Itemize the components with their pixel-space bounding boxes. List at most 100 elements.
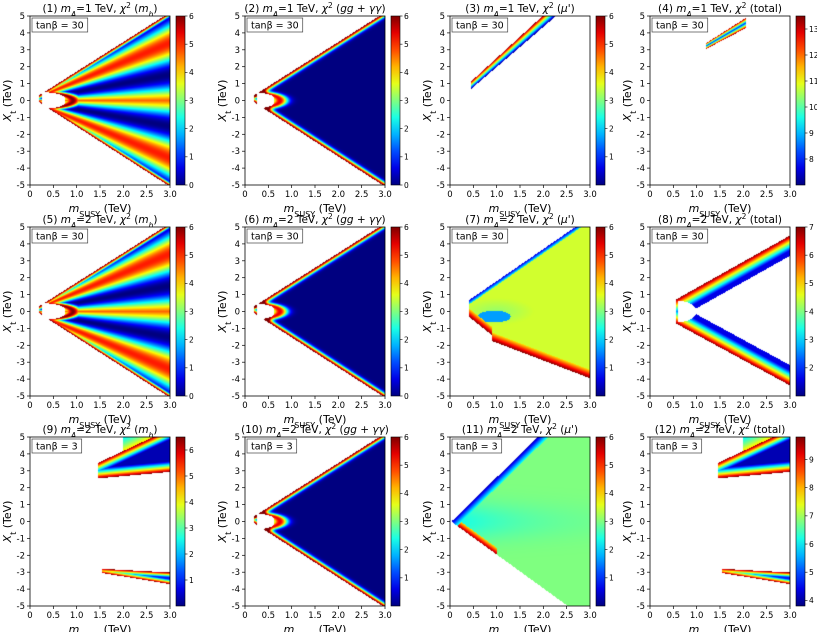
x-tick-label: 0.5 [667, 401, 681, 411]
x-tick-label: 2.0 [332, 190, 346, 200]
y-tick-label: 2 [640, 484, 645, 494]
x-tick-label: 0.5 [47, 190, 61, 200]
colorbar-tick-label: 2 [189, 550, 194, 559]
tanbeta-label: tanβ = 30 [251, 232, 299, 243]
y-tick-label: -4 [637, 375, 645, 385]
y-tick-label: -3 [637, 568, 645, 578]
x-tick-label: 1.5 [308, 401, 322, 411]
heatmap-image [245, 437, 385, 606]
x-tick-label: 0 [242, 611, 247, 621]
x-tick-label: 0.5 [467, 190, 481, 200]
panel-10: (10) mA=2 TeV, χ2 (gg + γγ) 0 0.5 1.0 1.5 2.0… [216, 422, 409, 632]
x-tick-label: 3.0 [583, 401, 597, 411]
x-tick-label: 2.5 [355, 190, 369, 200]
colorbar [390, 436, 401, 607]
y-axis-label: Xt (TeV) [216, 501, 233, 544]
colorbar-tick-label: 3 [809, 335, 814, 344]
y-tick-label: -2 [637, 130, 645, 140]
y-tick-label: -2 [17, 551, 25, 561]
y-axis-label: Xt (TeV) [1, 291, 18, 334]
y-tick-label: 0 [440, 308, 445, 318]
x-tick-label: 2.0 [737, 190, 751, 200]
tanbeta-box [246, 17, 304, 33]
tanbeta-box [651, 228, 709, 244]
y-tick-label: 2 [20, 484, 25, 494]
y-tick-label: 2 [640, 63, 645, 73]
y-tick-label: 2 [235, 274, 240, 284]
y-tick-label: -3 [232, 147, 240, 157]
panel-9: (9) mA=2 TeV, χ2 (mh) 0 0.5 1.0 1.5 2.0 2.5 3.0… [1, 422, 194, 632]
y-tick-label: 1 [640, 501, 645, 511]
x-tick-label: 2.0 [537, 611, 551, 621]
colorbar [595, 436, 606, 607]
colorbar-tick-label: 3 [404, 307, 409, 316]
tanbeta-box [31, 17, 89, 33]
heatmap-image [245, 227, 385, 396]
tanbeta-label: tanβ = 30 [36, 21, 84, 32]
tanbeta-box [31, 438, 83, 454]
tanbeta-label: tanβ = 30 [456, 21, 504, 32]
colorbar-tick-label: 2 [189, 124, 194, 133]
x-tick-label: 0 [27, 611, 32, 621]
panel-title: (3) mA=1 TeV, χ2 (μ') [465, 1, 574, 19]
y-tick-label: -1 [232, 324, 240, 334]
y-tick-label: -5 [637, 602, 645, 612]
colorbar-tick-label: 3 [189, 524, 194, 533]
colorbar [175, 15, 186, 186]
y-tick-label: 4 [20, 29, 25, 39]
colorbar-tick-label: 4 [189, 279, 194, 288]
colorbar-tick-label: 5 [609, 40, 614, 49]
colorbar-tick-label: 3 [189, 96, 194, 105]
x-axis-label: mSUSY (TeV) [69, 623, 132, 632]
y-tick-label: -3 [232, 568, 240, 578]
heatmap-image [650, 437, 790, 606]
colorbar-tick-label: 1 [189, 576, 194, 585]
y-tick-label: -2 [437, 130, 445, 140]
panel-title: (1) mA=1 TeV, χ2 (mh) [43, 1, 158, 19]
y-tick-label: 4 [440, 29, 445, 39]
x-axis-label: mSUSY (TeV) [69, 413, 132, 430]
heatmap-image [30, 16, 170, 185]
y-tick-label: -4 [637, 585, 645, 595]
colorbar [175, 436, 186, 607]
y-tick-label: 3 [440, 467, 445, 477]
y-tick-label: 5 [640, 12, 645, 22]
y-tick-label: -5 [437, 602, 445, 612]
x-axis-label: mSUSY (TeV) [489, 413, 552, 430]
x-tick-label: 0 [647, 611, 652, 621]
tanbeta-box [451, 228, 509, 244]
y-tick-label: 1 [20, 80, 25, 90]
x-tick-label: 0 [27, 190, 32, 200]
x-tick-label: 0.5 [262, 611, 276, 621]
colorbar-tick-label: 2 [404, 335, 409, 344]
tanbeta-box [451, 438, 503, 454]
x-tick-label: 2.5 [760, 190, 774, 200]
colorbar-tick-label: 3 [404, 517, 409, 526]
colorbar-tick-label: 2 [609, 124, 614, 133]
y-tick-label: -5 [637, 392, 645, 402]
y-tick-label: -3 [437, 568, 445, 578]
y-tick-label: -3 [232, 358, 240, 368]
heatmap-image [650, 16, 790, 185]
y-tick-label: -2 [232, 551, 240, 561]
y-tick-label: -3 [437, 358, 445, 368]
y-tick-label: 0 [235, 97, 240, 107]
y-tick-label: 0 [640, 97, 645, 107]
panel-2: (2) mA=1 TeV, χ2 (gg + γγ) 0 0.5 1.0 1.5 2.0 2… [216, 1, 409, 219]
panel-3: (3) mA=1 TeV, χ2 (μ') 0 0.5 1.0 1.5 2.0 2.5 3.0… [421, 1, 614, 219]
y-tick-label: -4 [637, 164, 645, 174]
x-tick-label: 1.5 [513, 190, 527, 200]
heatmap-image [30, 437, 170, 606]
colorbar-tick-label: 8 [809, 155, 814, 164]
colorbar-tick-label: 6 [189, 12, 194, 21]
y-tick-label: -5 [17, 392, 25, 402]
colorbar-tick-label: 5 [189, 40, 194, 49]
y-tick-label: -5 [17, 602, 25, 612]
y-tick-label: 3 [235, 46, 240, 56]
y-tick-label: -2 [17, 130, 25, 140]
x-tick-label: 2.0 [332, 611, 346, 621]
y-tick-label: 2 [20, 63, 25, 73]
x-tick-label: 2.5 [560, 190, 574, 200]
y-tick-label: 3 [640, 257, 645, 267]
